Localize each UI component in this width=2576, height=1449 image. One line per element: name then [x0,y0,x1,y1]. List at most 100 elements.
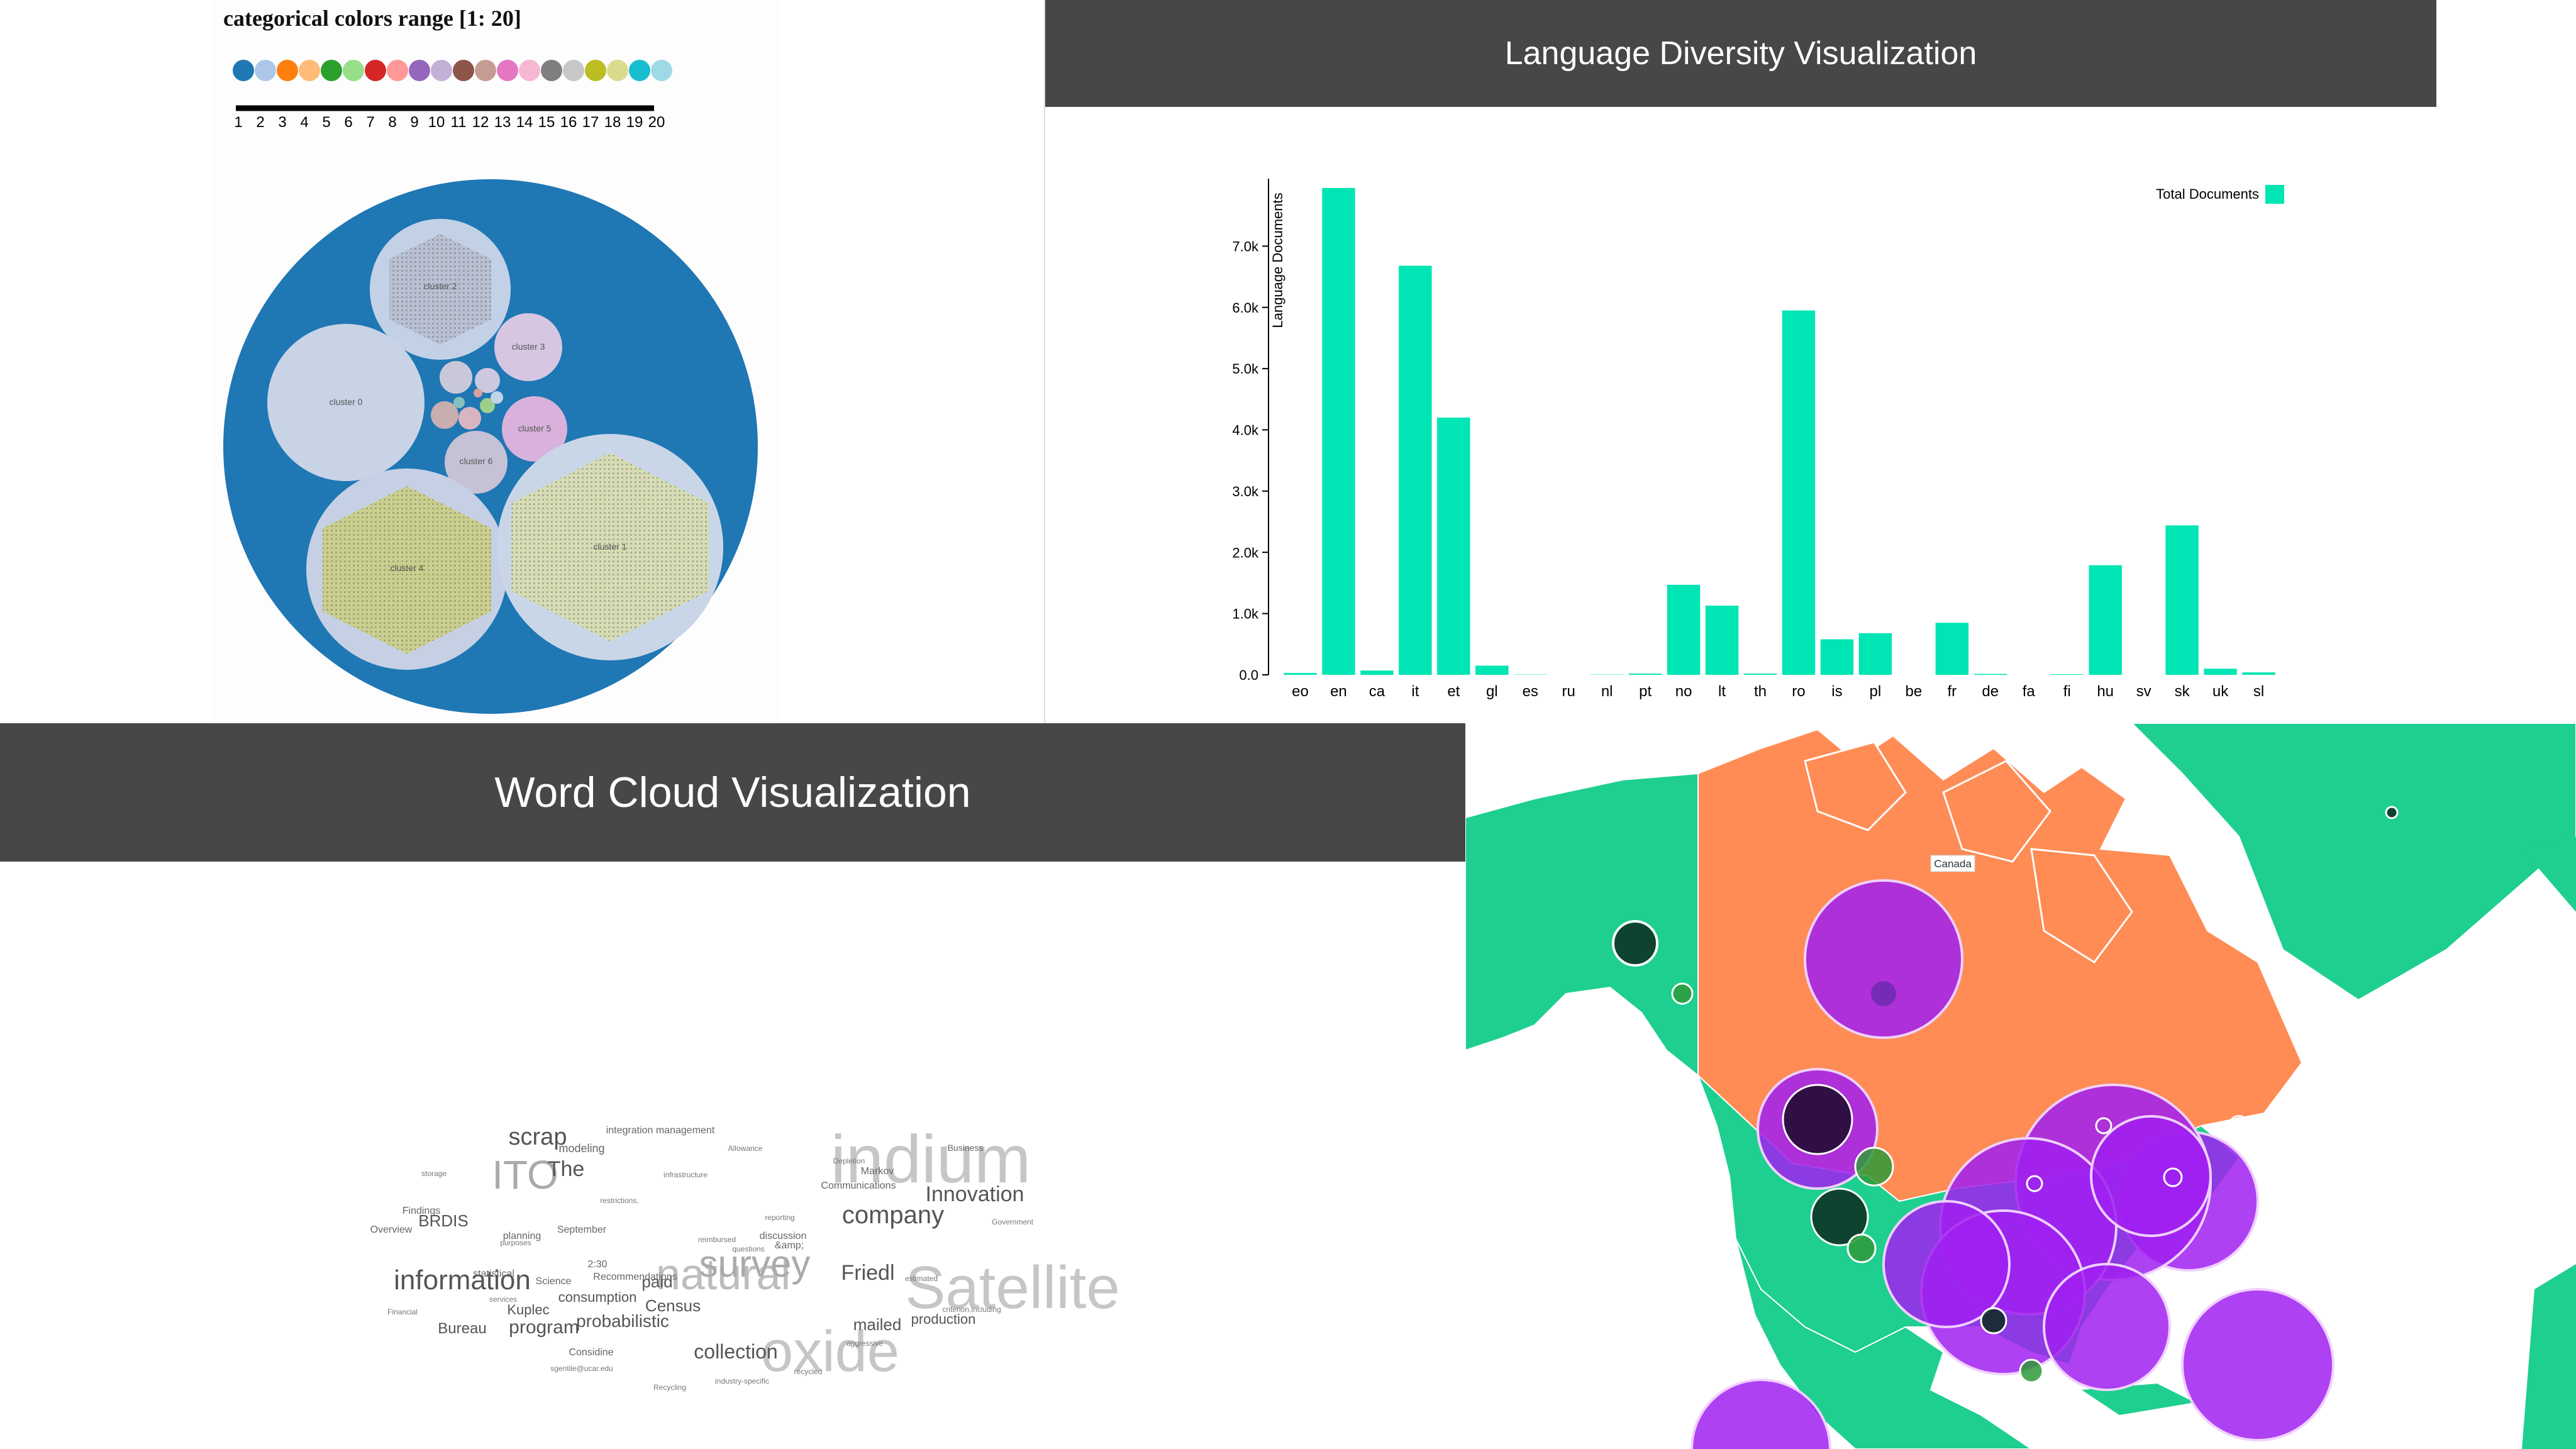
word-cloud-word[interactable]: collection [694,1340,777,1363]
cluster-pack[interactable]: cluster 2 cluster 3 cluster 0 cluster 5 … [223,179,758,714]
cluster-bubble[interactable] [480,398,495,413]
word-cloud-word[interactable]: Depletion [833,1157,865,1165]
map-bubble-dark[interactable] [1782,1084,1853,1155]
bar[interactable] [1743,674,1777,675]
word-cloud-word[interactable]: Recommendations [593,1272,677,1282]
bar[interactable] [2165,525,2199,675]
word-cloud-word[interactable]: Overview [370,1224,413,1235]
word-cloud-word[interactable]: program [509,1317,579,1338]
bar[interactable] [2242,672,2275,675]
word-cloud-word[interactable]: modeling [558,1142,604,1155]
map-bubble-dark[interactable] [2385,806,2399,819]
word-cloud-word[interactable]: Recycling [653,1383,686,1392]
map-bubble[interactable] [2090,1115,2212,1237]
map-bubble-dark[interactable] [1980,1307,2007,1335]
word-cloud-word[interactable]: estimated [905,1274,938,1283]
bar[interactable] [1820,639,1854,675]
word-cloud-word[interactable]: Kuplec [507,1302,549,1318]
cluster-bubble[interactable] [440,361,472,394]
word-cloud-word[interactable]: September [557,1224,607,1235]
north-america-map[interactable]: Canada [1465,723,2576,1449]
bar[interactable] [1974,674,2007,675]
word-cloud-word[interactable]: aggressive [847,1339,883,1348]
word-cloud-word[interactable]: The [548,1157,585,1181]
word-cloud-word[interactable]: industry-specific [715,1377,769,1385]
map-bubble-dark[interactable] [1810,1187,1869,1246]
bar[interactable] [1782,310,1816,675]
word-cloud-word[interactable]: integration management [606,1125,715,1136]
map-bubble-green[interactable] [2019,1358,2044,1384]
map-bubble[interactable] [1804,879,1963,1039]
word-cloud-word[interactable]: Satellite [905,1254,1120,1321]
cluster-bubble[interactable] [431,401,458,429]
map-panel[interactable]: Canada [1465,723,2576,1449]
cluster-bubble[interactable] [494,313,562,381]
map-bubble-small[interactable] [2095,1117,2112,1135]
word-cloud-word[interactable]: Government [992,1218,1034,1226]
word-cloud-word[interactable]: questions [732,1245,764,1253]
map-bubble-small[interactable] [2163,1167,2183,1187]
map-bubble-green[interactable] [1671,982,1694,1005]
word-cloud-word[interactable]: criterion,including [942,1305,1001,1314]
bar[interactable] [2050,674,2084,675]
map-bubbles[interactable] [1612,806,2399,1449]
bar[interactable] [1284,673,1317,675]
cluster-bubble[interactable] [445,431,508,494]
word-cloud-word[interactable]: Financial [387,1307,418,1316]
word-cloud-word[interactable]: scrap [509,1124,567,1150]
map-bubble-small[interactable] [2026,1175,2043,1192]
word-cloud-word[interactable]: discussion [760,1231,807,1241]
word-cloud-word[interactable]: reimbursed [698,1235,736,1244]
word-cloud-word[interactable]: consumption [558,1289,637,1305]
map-bubble-green[interactable] [1846,1233,1877,1263]
word-cloud-word[interactable]: recycled [794,1367,823,1376]
map-bubble[interactable] [1871,981,1896,1006]
bar[interactable] [1475,665,1509,675]
cluster-bubble[interactable] [502,396,567,462]
map-bubble-green[interactable] [1854,1146,1894,1187]
word-cloud-word[interactable]: Science [536,1276,572,1287]
bar[interactable] [2204,669,2237,675]
word-cloud-word[interactable]: natural [656,1250,791,1299]
word-cloud-word[interactable]: 2:30 [587,1259,607,1270]
word-cloud-word[interactable]: Census [645,1296,701,1315]
bar[interactable] [1935,623,1969,675]
bar[interactable] [2089,565,2122,675]
bar[interactable] [1628,674,1662,675]
word-cloud-word[interactable]: information [394,1265,531,1296]
bar[interactable] [1437,418,1470,675]
word-cloud-word[interactable]: Friedl [841,1261,894,1285]
cluster-bubble[interactable] [453,397,465,408]
word-cloud-word[interactable]: Business [948,1143,984,1153]
word-cloud-word[interactable]: sgentile@ucar.edu [550,1364,613,1373]
word-cloud-word[interactable]: statistical [473,1269,514,1279]
word-cloud-word[interactable]: Markov [861,1166,894,1177]
word-cloud-word[interactable]: Innovation [926,1182,1024,1206]
map-bubble[interactable] [1882,1200,2011,1328]
word-cloud-word[interactable]: planning [503,1231,541,1241]
word-cloud-word[interactable]: mailed [853,1315,902,1334]
word-cloud-word[interactable]: BRDIS [418,1211,468,1230]
word-cloud-word[interactable]: services [489,1295,517,1304]
cluster-bubble[interactable] [267,324,425,481]
word-cloud-word[interactable]: Allowance [728,1144,763,1153]
bar[interactable] [1858,633,1892,675]
map-bubble[interactable] [1690,1379,1831,1449]
cluster-bubble[interactable] [475,368,500,393]
word-cloud-word[interactable]: Bureau [438,1320,486,1337]
bar[interactable] [1705,605,1739,675]
map-bubble[interactable] [2181,1288,2334,1441]
word-cloud-word[interactable]: Findings [402,1206,440,1216]
bar[interactable] [1360,670,1394,675]
map-bubble-small[interactable] [2228,1115,2250,1136]
map-bubble-dark[interactable] [1612,920,1658,967]
word-cloud-word[interactable]: probabilistic [576,1311,669,1331]
word-cloud-word[interactable]: company [842,1201,944,1229]
word-cloud-word[interactable]: reporting [765,1213,794,1222]
word-cloud-word[interactable]: &amp; [775,1240,804,1251]
cluster-bubble[interactable] [474,389,482,397]
word-cloud-word[interactable]: Considine [569,1347,613,1358]
word-cloud-word[interactable]: restrictions, [600,1196,638,1205]
word-cloud-word[interactable]: purposes [500,1238,531,1247]
word-cloud-word[interactable]: storage [421,1169,447,1178]
